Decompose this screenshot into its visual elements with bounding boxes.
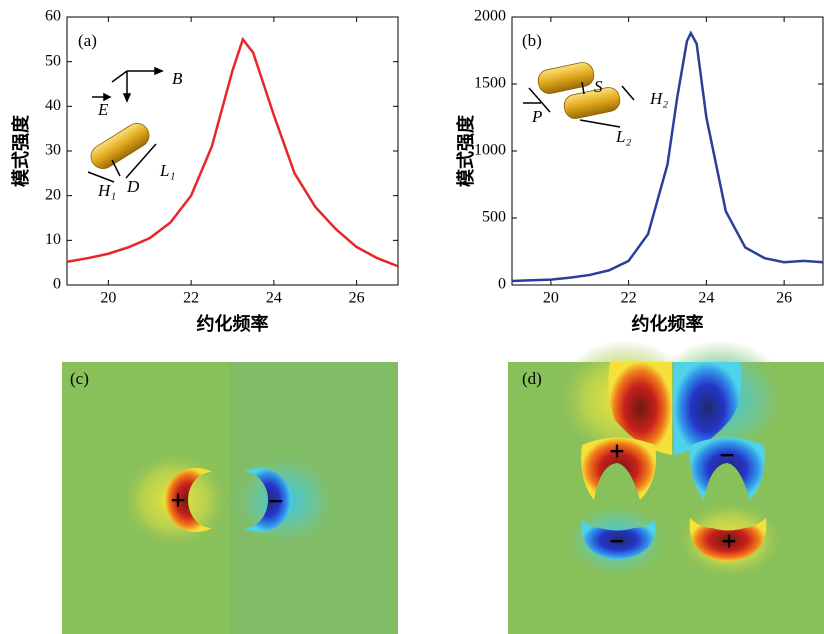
charge-sign: − [719,443,736,467]
y-tick-label: 0 [498,276,506,293]
inset-label: L₁ [159,161,175,180]
inset-label: L₂ [615,127,631,146]
charge-sign: − [609,529,626,553]
charge-sign: + [170,488,187,512]
inset-label: S [594,77,603,96]
y-tick-label: 2000 [474,8,506,25]
panel-label: (d) [522,369,542,388]
y-axis-label: 模式强度 [10,114,32,187]
x-tick-label: 26 [776,290,792,307]
nanorod [536,60,596,95]
y-tick-label: 1000 [474,142,506,159]
x-axis-label: 约化频率 [197,313,269,335]
inset-label: E [97,100,109,119]
y-tick-label: 1500 [474,75,506,92]
x-tick-label: 20 [543,290,559,307]
panel-label: (a) [78,31,97,50]
inset-label: P [531,107,542,126]
field-map-c [62,362,398,634]
inset-label: B [172,69,183,88]
y-tick-label: 40 [45,97,61,114]
x-tick-label: 24 [266,290,282,307]
y-tick-label: 500 [482,209,506,226]
arrowhead [155,68,162,74]
dim-arrow [622,86,634,100]
x-tick-label: 26 [349,290,365,307]
arrow [112,71,127,82]
y-tick-label: 30 [45,142,61,159]
y-tick-label: 60 [45,8,61,25]
y-tick-label: 20 [45,186,61,203]
y-tick-label: 0 [53,276,61,293]
charge-sign: + [721,529,738,553]
inset-a [87,68,162,182]
inset-label: H₂ [649,89,668,108]
arrowhead [124,94,130,101]
panel-label: (c) [70,369,89,388]
x-tick-label: 24 [698,290,714,307]
y-axis-label: 模式强度 [455,114,477,187]
x-axis-label: 约化频率 [632,313,704,335]
dim-arrow [580,120,620,127]
plot-frame [512,17,823,285]
figure: 0 10 20 30 40 50 60 20 22 24 26 约化频率 模式强度 (a) E B H₁ D L₁ 0… [0,0,824,634]
charge-sign: + [609,439,626,463]
nanorod [562,85,622,120]
x-tick-label: 22 [621,290,637,307]
inset-label: H₁ [97,181,116,200]
x-tick-label: 22 [183,290,199,307]
panel-label: (b) [522,31,542,50]
field-map-d [508,340,824,634]
nanorod [87,119,154,173]
charge-sign: − [268,489,285,513]
inset-label: D [126,177,140,196]
y-tick-label: 50 [45,52,61,69]
x-tick-label: 20 [100,290,116,307]
y-tick-label: 10 [45,231,61,248]
